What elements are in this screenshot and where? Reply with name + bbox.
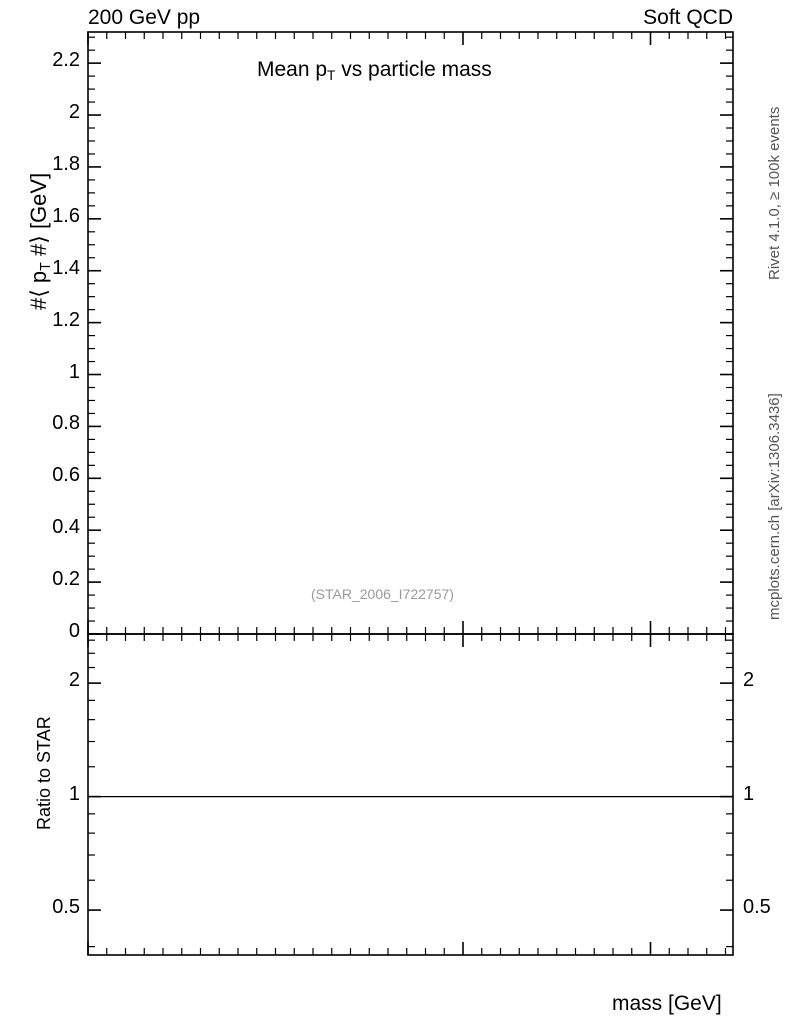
ratio-ytick-label: 0.5 xyxy=(52,896,80,919)
ratio-ytick-label: 0.5 xyxy=(743,896,771,919)
main-ytick-label: 1 xyxy=(68,360,80,383)
ratio-ytick-label: 1 xyxy=(68,782,80,805)
header-left: 200 GeV pp xyxy=(88,6,201,29)
main-ytick-label: 1.4 xyxy=(52,256,80,279)
main-ytick-label: 0.2 xyxy=(52,568,80,591)
main-ytick-label: 0 xyxy=(68,620,80,642)
main-ytick-label: 0.6 xyxy=(52,464,80,487)
title-post: vs particle mass xyxy=(335,58,492,81)
ratio-ytick-label: 2 xyxy=(743,669,755,692)
ratio-ytick-label: 1 xyxy=(743,782,755,805)
main-ytick-label: 0.4 xyxy=(52,516,80,539)
main-ytick-label: 1.2 xyxy=(52,308,80,331)
main-panel-frame xyxy=(87,31,734,635)
title-sub: T xyxy=(327,67,336,83)
title-pre: Mean p xyxy=(257,58,328,81)
main-ytick-label: 1.8 xyxy=(52,152,80,175)
header-right: Soft QCD xyxy=(643,6,733,29)
ratio-panel-frame xyxy=(87,633,734,956)
ratio-ytick-label: 2 xyxy=(68,669,80,692)
watermark: (STAR_2006_I722757) xyxy=(311,586,454,602)
xaxis-label: mass [GeV] xyxy=(612,992,722,1015)
plot-title: Mean pT vs particle mass xyxy=(257,58,492,83)
main-ytick-label: 2.2 xyxy=(52,49,80,72)
main-ytick-label: 2 xyxy=(68,101,80,124)
main-ytick-label: 0.8 xyxy=(52,412,80,435)
main-ytick-label: 1.6 xyxy=(52,204,80,227)
